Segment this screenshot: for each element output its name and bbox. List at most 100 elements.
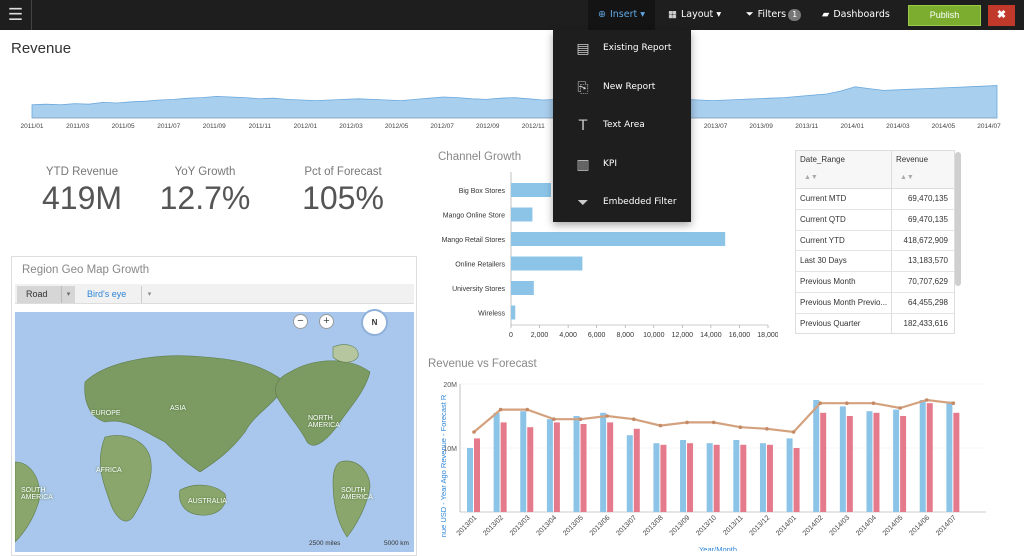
y-axis-label: nue USD - Year Ago Revenue - Forecast R [439,394,448,537]
timeline-tick-label: 2012/03 [339,123,363,130]
filters-button[interactable]: ⏷ Filters 1 [746,0,802,30]
text-icon: T [578,118,588,134]
map-label-south-america-right: SOUTH AMERICA [341,487,373,501]
bar-year-ago [474,438,480,512]
bar [511,232,726,246]
timeline-tick-label: 2012/11 [522,123,545,130]
sort-icon[interactable]: ▲▼ [900,174,914,181]
menu-item-text-area[interactable]: T Text Area [553,107,691,145]
x-tick-label: 2013/03 [509,514,532,537]
bar-year-ago [553,422,560,512]
new-report-icon: ⎘ [577,79,589,96]
timeline-tick-label: 2014/05 [932,123,956,130]
forecast-point [791,430,796,434]
plus-circle-icon: ⊕ [598,9,606,20]
map-label-europe: EUROPE [91,410,121,417]
dashboards-button[interactable]: ▰ Dashboards [822,0,890,30]
map-label-australia: AUSTRALIA [188,498,227,505]
map-canvas[interactable]: EUROPE ASIA NORTH AMERICA AFRICA SOUTH A… [15,312,414,552]
timeline-tick-label: 2011/11 [249,123,272,130]
bar-year-ago [713,444,720,512]
table-row[interactable]: Previous Month 70,707,629 [796,272,954,293]
x-tick-label: 2013/06 [589,514,612,537]
forecast-point [685,420,689,425]
cell-date-range: Previous Month Previo... [796,292,892,313]
insert-menu-button[interactable]: ⊕ Insert ▾ [588,0,655,30]
bar-revenue [573,416,580,512]
x-tick-label: 2014/03 [828,514,851,537]
menu-item-existing-report[interactable]: ▤ Existing Report [553,30,691,68]
bar-revenue [759,443,766,512]
bar-year-ago [687,443,694,512]
x-tick-label: 8,000 [616,332,634,339]
category-label: Big Box Stores [459,188,506,195]
kpi-ytd-revenue: YTD Revenue 419M [27,166,137,217]
bar-revenue [706,443,713,512]
x-tick-label: 2,000 [531,332,549,339]
menu-item-label: Text Area [603,120,645,130]
table-row[interactable]: Current YTD 418,672,909 [796,230,954,252]
menu-item-new-report[interactable]: ⎘ New Report [553,69,691,107]
scale-km: 5000 km [384,540,409,547]
menu-item-kpi[interactable]: ▥ KPI [553,146,691,184]
tab-road[interactable]: Road ▾ [17,286,75,303]
table-row[interactable]: Last 30 Days 13,183,570 [796,251,954,273]
compass-icon[interactable]: N [361,309,388,336]
zoom-in-button[interactable]: + [319,314,334,329]
hamburger-icon[interactable]: ☰ [0,0,32,30]
tab-birds-eye[interactable]: Bird's eye [87,289,127,299]
bar-year-ago [580,424,587,512]
bar-revenue [946,401,953,512]
forecast-point [765,427,769,431]
bar-year-ago [873,412,880,512]
table-body: Current MTD 69,470,135 Current QTD 69,470,1… [796,189,954,333]
bar-year-ago [633,428,640,512]
chevron-down-icon: ▾ [716,9,722,20]
timeline-tick-label: 2012/09 [476,123,500,130]
publish-button[interactable]: Publish [908,5,981,26]
map-label-south-america-left: SOUTH AMERICA [21,487,53,501]
chevron-down-icon[interactable]: ▾ [141,286,157,303]
layout-menu-button[interactable]: ▦ Layout ▾ [668,0,721,30]
column-header-date-range[interactable]: Date_Range ▲▼ [796,151,892,188]
table-row[interactable]: Previous Month Previo... 64,455,298 [796,292,954,314]
bar [511,281,534,295]
forecast-point [738,425,743,429]
bar [511,207,533,222]
bar-revenue [493,412,500,512]
zoom-out-button[interactable]: − [293,314,308,329]
chevron-down-icon[interactable]: ▾ [61,286,75,303]
land-south-america-left [15,461,41,543]
close-button[interactable]: ✖ [988,5,1015,26]
menu-item-embedded-filter[interactable]: ⏷ Embedded Filter [553,184,691,222]
filters-label: Filters [757,9,787,20]
table-row[interactable]: Current QTD 69,470,135 [796,209,954,231]
cell-revenue: 182,433,616 [903,318,949,328]
bar-year-ago [793,448,800,512]
forecast-point [951,401,956,405]
table-row[interactable]: Current MTD 69,470,135 [796,189,954,210]
y-tick-label: 20M [443,382,457,389]
x-tick-label: 18,000 [757,332,778,339]
forecast-line [473,398,954,434]
map-label-north-america: NORTH AMERICA [308,415,340,429]
bar-revenue [626,435,633,512]
column-header-revenue[interactable]: Revenue ▲▼ [892,151,932,188]
insert-label: Insert [609,9,638,20]
region-geo-map-panel: Region Geo Map Growth Road ▾ Bird's eye ▾… [11,256,417,556]
timeline-tick-label: 2014/07 [977,123,1001,130]
land-north-eurasia [84,355,286,473]
x-tick-label: 10,000 [643,332,665,339]
category-label: Wireless [478,311,505,318]
x-tick-label: 2013/07 [615,514,638,537]
bar-year-ago [820,412,827,512]
table-scrollbar[interactable] [955,152,961,286]
menu-item-label: Embedded Filter [603,197,677,207]
x-tick-label: 12,000 [672,332,694,339]
sort-icon[interactable]: ▲▼ [804,174,818,181]
revenue-forecast-chart: 20M 10M nue USD - Year Ago Revenue - Forec… [428,376,1018,554]
channel-growth-svg: Big Box Stores Mango Online Store Mango Re… [442,172,779,339]
table-row[interactable]: Previous Quarter 182,433,616 [796,313,954,333]
forecast-point [711,420,716,425]
cell-date-range: Previous Month [796,272,892,292]
